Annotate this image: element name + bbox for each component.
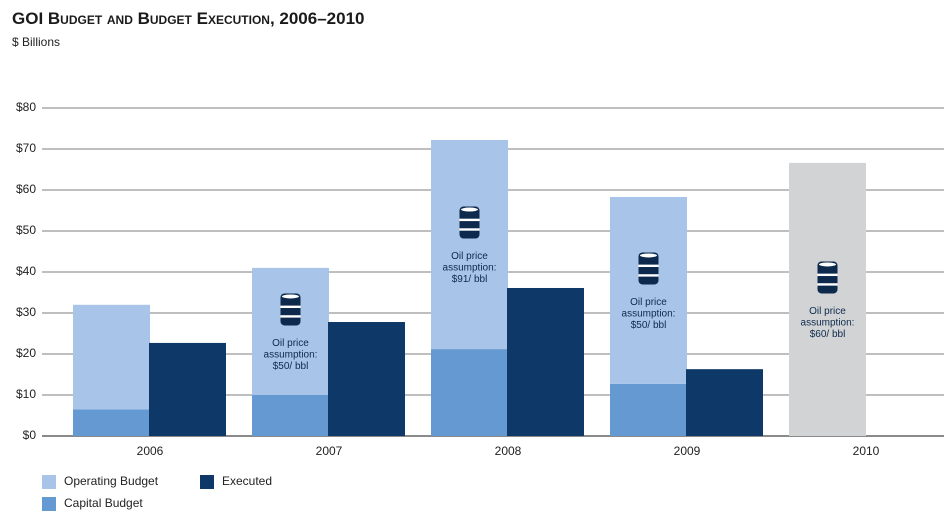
- y-tick-label: $80: [16, 100, 36, 114]
- annotation-text: assumption:: [622, 309, 676, 320]
- annotation-text: Oil price: [809, 306, 846, 317]
- legend-swatch: [200, 475, 214, 489]
- annotation-text: assumption:: [801, 318, 855, 329]
- barrel-band: [638, 264, 659, 268]
- x-tick-label: 2009: [674, 444, 701, 458]
- barrel-band: [817, 273, 838, 277]
- barrel-top: [460, 206, 479, 213]
- y-tick-label: $0: [23, 428, 37, 442]
- bar: [507, 287, 584, 436]
- y-tick-label: $70: [16, 141, 36, 155]
- y-tick-label: $10: [16, 387, 36, 401]
- annotation-text: $50/ bbl: [273, 361, 309, 372]
- barrel-band: [280, 315, 301, 318]
- annotation-text: Oil price: [451, 251, 488, 262]
- x-tick-label: 2008: [495, 444, 522, 458]
- bar: [431, 349, 508, 436]
- annotation-text: Oil price: [630, 297, 667, 308]
- bar: [431, 139, 508, 350]
- barrel-band: [280, 305, 301, 309]
- annotation-text: Oil price: [272, 338, 309, 349]
- bar: [73, 304, 150, 410]
- bar: [73, 409, 150, 436]
- x-tick-label: 2006: [137, 444, 164, 458]
- y-tick-label: $20: [16, 346, 36, 360]
- legend-label: Executed: [222, 474, 272, 488]
- annotation-text: assumption:: [264, 350, 318, 361]
- legend-label: Operating Budget: [64, 474, 159, 488]
- chart-title: GOI Budget and Budget Execution, 2006–20…: [12, 9, 365, 28]
- bar: [686, 369, 763, 436]
- legend-swatch: [42, 497, 56, 511]
- bar: [252, 267, 329, 395]
- bar: [610, 383, 687, 436]
- y-tick-label: $60: [16, 182, 36, 196]
- legend-label: Capital Budget: [64, 496, 143, 510]
- barrel-band: [817, 283, 838, 286]
- barrel-top: [639, 252, 658, 259]
- y-tick-label: $40: [16, 264, 36, 278]
- annotation-text: $50/ bbl: [631, 320, 667, 331]
- barrel-band: [459, 218, 480, 222]
- barrel-top: [281, 293, 300, 300]
- bar: [328, 322, 405, 436]
- bar: [789, 162, 866, 436]
- bar: [149, 342, 226, 436]
- y-tick-label: $50: [16, 223, 36, 237]
- legend-swatch: [42, 475, 56, 489]
- x-tick-label: 2007: [316, 444, 343, 458]
- y-tick-label: $30: [16, 305, 36, 319]
- annotation-text: $60/ bbl: [810, 329, 846, 340]
- x-tick-label: 2010: [853, 444, 880, 458]
- barrel-band: [459, 228, 480, 231]
- annotation-text: assumption:: [443, 263, 497, 274]
- bar: [610, 196, 687, 384]
- bar: [252, 395, 329, 436]
- barrel-top: [818, 261, 837, 268]
- annotation-text: $91/ bbl: [452, 274, 488, 285]
- chart-subtitle: $ Billions: [12, 35, 60, 49]
- barrel-band: [638, 274, 659, 277]
